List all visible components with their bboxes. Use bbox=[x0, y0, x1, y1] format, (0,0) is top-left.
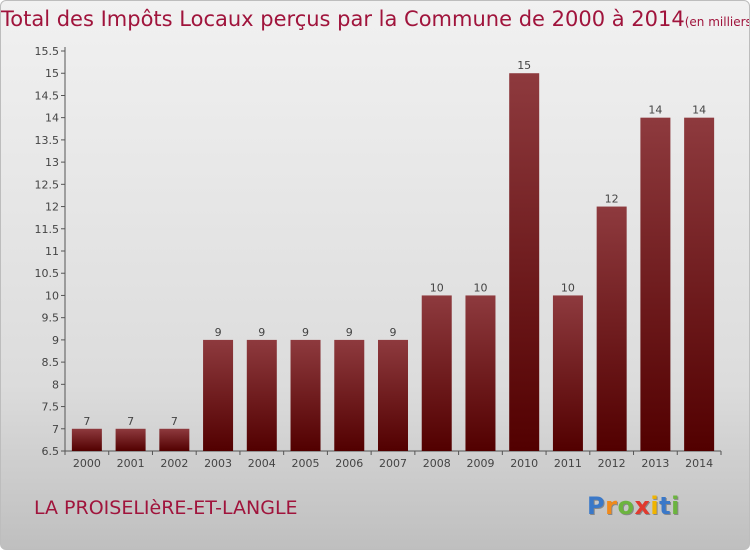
value-label-2012: 12 bbox=[605, 193, 619, 206]
bar-2008 bbox=[421, 295, 452, 451]
logo-letter: t bbox=[659, 492, 672, 520]
value-label-2002: 7 bbox=[171, 415, 178, 428]
y-tick-label: 13.5 bbox=[35, 134, 60, 147]
y-tick-label: 10.5 bbox=[35, 267, 60, 280]
bar-2000 bbox=[71, 428, 102, 451]
value-labels: 7 7 7 9 9 9 9 9 10 10 15 10 12 14 14 bbox=[83, 59, 706, 428]
y-tick-label: 15 bbox=[45, 67, 59, 80]
value-label-2006: 9 bbox=[346, 326, 353, 339]
x-tick-label-2014: 2014 bbox=[685, 457, 713, 470]
bar-2001 bbox=[115, 428, 146, 451]
bar-2003 bbox=[203, 339, 234, 451]
y-tick-label: 11 bbox=[45, 245, 59, 258]
value-label-2001: 7 bbox=[127, 415, 134, 428]
axes: 6.5 7 7.5 8 8.5 9 9.5 10 10.5 11 11.5 12 12.5 13 13.5 1… bbox=[35, 45, 722, 470]
y-tick-label: 14 bbox=[45, 112, 59, 125]
commune-name: LA PROISELIèRE-ET-LANGLE bbox=[34, 497, 298, 519]
value-label-2005: 9 bbox=[302, 326, 309, 339]
x-tick-label-2002: 2002 bbox=[160, 457, 188, 470]
logo-letter: o bbox=[617, 492, 635, 520]
x-tick-label-2005: 2005 bbox=[292, 457, 320, 470]
y-tick-label: 9.5 bbox=[42, 312, 60, 325]
bar-2007 bbox=[378, 339, 408, 451]
y-tick-label: 8.5 bbox=[42, 356, 60, 369]
y-tick-label: 9 bbox=[52, 334, 59, 347]
bar-2005 bbox=[290, 339, 321, 451]
value-label-2003: 9 bbox=[215, 326, 222, 339]
x-tick-label-2008: 2008 bbox=[423, 457, 451, 470]
bars bbox=[71, 73, 715, 452]
y-tick-label: 13 bbox=[45, 156, 59, 169]
x-tick-label-2013: 2013 bbox=[641, 457, 669, 470]
bar-2014 bbox=[684, 117, 715, 452]
x-tick-label-2006: 2006 bbox=[335, 457, 363, 470]
y-tick-label: 11.5 bbox=[35, 223, 60, 236]
x-tick-label-2009: 2009 bbox=[466, 457, 494, 470]
x-tick-label-2001: 2001 bbox=[117, 457, 145, 470]
value-label-2004: 9 bbox=[258, 326, 265, 339]
y-tick-label: 12.5 bbox=[35, 178, 60, 191]
y-tick-label: 8 bbox=[52, 378, 59, 391]
x-tick-label-2004: 2004 bbox=[248, 457, 276, 470]
y-tick-label: 12 bbox=[45, 201, 59, 214]
bar-2010 bbox=[509, 73, 540, 451]
bar-2009 bbox=[465, 295, 496, 451]
logo-letter: r bbox=[605, 492, 618, 520]
logo-letter: i bbox=[671, 492, 680, 520]
x-tick-label-2003: 2003 bbox=[204, 457, 232, 470]
y-tick-label: 15.5 bbox=[35, 45, 60, 58]
bar-2006 bbox=[334, 339, 365, 451]
chart-title-unit: (en milliers d'€) bbox=[684, 15, 750, 29]
bar-2011 bbox=[552, 295, 583, 451]
x-tick-label-2011: 2011 bbox=[554, 457, 582, 470]
x-tick-label-2012: 2012 bbox=[598, 457, 626, 470]
y-tick-label: 6.5 bbox=[42, 445, 60, 458]
value-label-2008: 10 bbox=[430, 281, 444, 294]
x-tick-label-2007: 2007 bbox=[379, 457, 407, 470]
logo-letter: P bbox=[587, 492, 606, 520]
x-tick-label-2010: 2010 bbox=[510, 457, 538, 470]
y-tick-label: 14.5 bbox=[35, 89, 60, 102]
chart-title-main: Total des Impôts Locaux perçus par la Co… bbox=[1, 7, 685, 31]
logo-letter: x bbox=[634, 492, 651, 520]
value-label-2013: 14 bbox=[648, 104, 662, 117]
y-tick-label: 7 bbox=[52, 423, 59, 436]
value-label-2000: 7 bbox=[83, 415, 90, 428]
bar-2002 bbox=[159, 428, 190, 451]
value-label-2009: 10 bbox=[473, 281, 487, 294]
y-tick-label: 10 bbox=[45, 289, 59, 302]
bar-2004 bbox=[246, 339, 277, 451]
proxiti-logo[interactable]: Proxiti bbox=[587, 492, 680, 520]
y-tick-label: 7.5 bbox=[42, 401, 60, 414]
x-tick-label-2000: 2000 bbox=[73, 457, 101, 470]
chart-title: Total des Impôts Locaux perçus par la Co… bbox=[1, 7, 750, 31]
value-label-2010: 15 bbox=[517, 59, 531, 72]
bar-2012 bbox=[596, 206, 627, 451]
value-label-2011: 10 bbox=[561, 281, 575, 294]
value-label-2014: 14 bbox=[692, 104, 706, 117]
logo-letter: i bbox=[650, 492, 660, 520]
bar-2013 bbox=[640, 117, 671, 452]
value-label-2007: 9 bbox=[390, 326, 397, 339]
